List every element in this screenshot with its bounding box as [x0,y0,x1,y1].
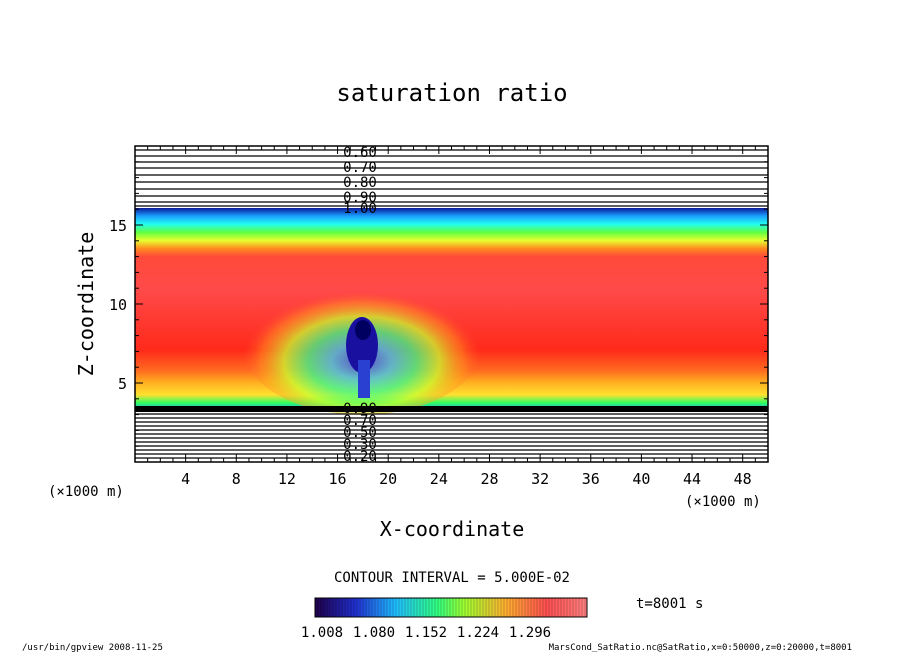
y-tick-label: 15 [109,217,127,235]
lower-dark-band [135,406,768,412]
y-axis: 5 10 15 [109,161,768,447]
x-axis-label: X-coordinate [380,517,525,541]
time-label: t=8001 s [636,596,703,612]
plot-area [135,149,768,459]
x-tick-label: 8 [232,470,241,488]
x-tick-label: 28 [480,470,498,488]
plume-core-top [355,320,371,340]
lower-contour-label: 0.30 [343,437,377,453]
upper-contour-label: 1.00 [343,201,377,217]
y-axis-label: Z-coordinate [74,232,98,377]
x-tick-label: 36 [582,470,600,488]
chart-title: saturation ratio [336,79,567,107]
lower-contour-label: 0.90 [343,401,377,417]
contour-interval: CONTOUR INTERVAL = 5.000E-02 [334,570,570,586]
colorbar-tick-label: 1.152 [405,625,447,641]
x-unit-left: (×1000 m) [48,484,124,500]
x-tick-label: 40 [632,470,650,488]
lower-contour-label: 0.70 [343,413,377,429]
colorbar-tick-label: 1.224 [457,625,499,641]
lower-contour-label: 0.20 [343,449,377,465]
y-tick-label: 5 [118,375,127,393]
x-tick-label: 12 [278,470,296,488]
upper-contour-label: 0.60 [343,145,377,161]
colorbar [314,597,588,618]
colorbar-tick-label: 1.008 [301,625,343,641]
lower-contour-lines [135,413,768,459]
colorbar-lines [317,598,586,617]
upper-contour-label: 0.70 [343,160,377,176]
footer-left: /usr/bin/gpview 2008-11-25 [22,643,163,653]
upper-contour-label: 0.80 [343,175,377,191]
upper-contour-labels: 0.600.700.800.901.00 [343,145,377,217]
x-tick-label: 24 [430,470,448,488]
x-unit-right: (×1000 m) [685,494,761,510]
x-tick-label: 32 [531,470,549,488]
colorbar-tick-label: 1.080 [353,625,395,641]
y-tick-label: 10 [109,296,127,314]
x-tick-label: 4 [181,470,190,488]
x-tick-label: 48 [734,470,752,488]
colorbar-tick-label: 1.296 [509,625,551,641]
upper-contour-lines [135,149,768,207]
lower-contour-labels: 0.200.300.500.700.90 [343,401,377,465]
x-axis: 4 8 12 16 20 24 28 32 36 40 44 48 [147,146,756,488]
lower-contour-label: 0.50 [343,425,377,441]
x-tick-label: 44 [683,470,701,488]
upper-contour-label: 0.90 [343,190,377,206]
x-tick-label: 20 [379,470,397,488]
colorbar-labels: 1.008 1.080 1.152 1.224 1.296 [301,625,551,641]
x-tick-label: 16 [329,470,347,488]
footer-right: MarsCond_SatRatio.nc@SatRatio,x=0:50000,… [549,643,852,653]
plume-stem [358,360,370,398]
